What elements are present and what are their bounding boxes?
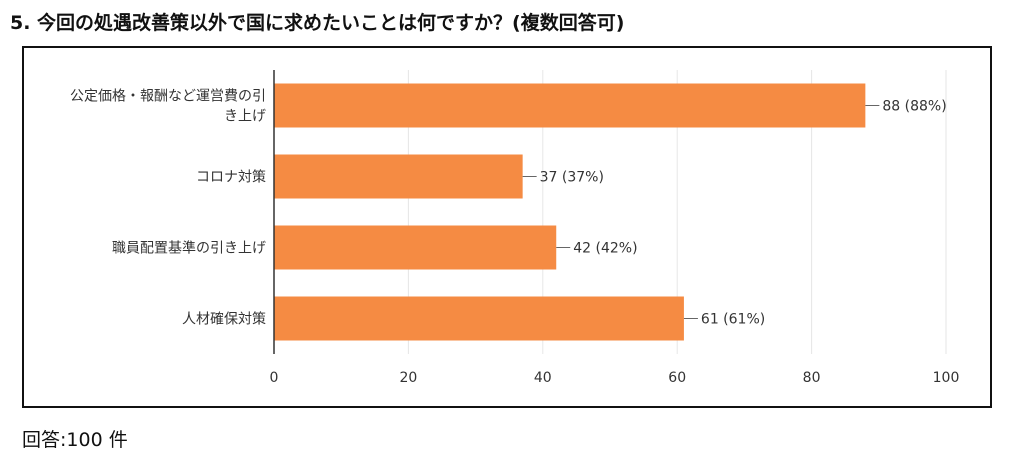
- category-label: コロナ対策: [196, 169, 266, 186]
- page-title: 5. 今回の処遇改善策以外で国に求めたいことは何ですか？(複数回答可): [10, 12, 625, 34]
- data-label: 42 (42%): [573, 241, 637, 257]
- category-label: 人材確保対策: [182, 311, 266, 328]
- data-label: 88 (88%): [882, 99, 946, 115]
- bar: [274, 296, 684, 341]
- category-label: 公定価格・報酬など運営費の引: [70, 89, 266, 105]
- bar: [274, 154, 523, 199]
- category-label: 職員配置基準の引き上げ: [112, 240, 266, 257]
- response-count: 回答:100 件: [22, 429, 128, 451]
- category-label: き上げ: [224, 109, 266, 125]
- bar: [274, 225, 557, 270]
- data-label: 61 (61%): [701, 312, 765, 328]
- bar: [274, 83, 866, 128]
- x-tick-label: 60: [668, 370, 686, 386]
- x-tick-label: 20: [399, 370, 417, 386]
- data-label: 37 (37%): [540, 170, 604, 186]
- x-tick-label: 0: [270, 370, 279, 386]
- x-tick-label: 100: [933, 370, 960, 386]
- chart-container: 0 20 40 60 80 100 88 (88%) 公定価格・報酬など運営費の引き上げ 37 …: [22, 46, 992, 408]
- x-tick-label: 80: [803, 370, 821, 386]
- x-tick-label: 40: [534, 370, 552, 386]
